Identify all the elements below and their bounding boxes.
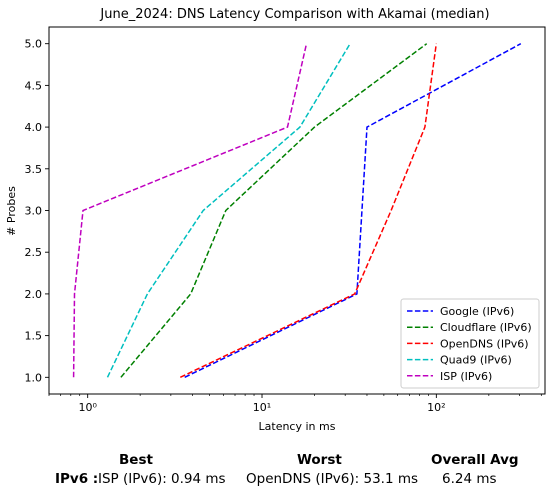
legend-entry: ISP (IPv6) — [440, 370, 492, 383]
chart-title: June_2024: DNS Latency Comparison with A… — [99, 7, 489, 22]
overall-avg-value: 6.24 ms — [442, 471, 497, 487]
y-axis: 1.0 1.5 2.0 2.5 3.0 3.5 4.0 4.5 5.0 — [25, 38, 49, 384]
ipv6-row-label: IPv6 : — [55, 471, 99, 487]
y-tick-label: 2.5 — [25, 246, 43, 259]
y-tick-label: 5.0 — [25, 38, 43, 51]
x-axis-label: Latency in ms — [259, 420, 336, 433]
plot-area — [72, 43, 522, 378]
legend-entry: Cloudflare (IPv6) — [440, 321, 532, 334]
best-value: ISP (IPv6): 0.94 ms — [98, 471, 226, 487]
x-tick-label: 10¹ — [253, 401, 271, 414]
dns-latency-chart: June_2024: DNS Latency Comparison with A… — [5, 7, 546, 433]
legend-entry: Google (IPv6) — [440, 305, 514, 318]
x-tick-label: 10² — [427, 401, 445, 414]
y-tick-label: 1.0 — [25, 371, 43, 384]
y-tick-label: 2.0 — [25, 288, 43, 301]
legend-entry: OpenDNS (IPv6) — [440, 337, 529, 350]
y-tick-label: 4.0 — [25, 121, 43, 134]
series-line-3 — [106, 43, 351, 378]
y-tick-label: 3.0 — [25, 205, 43, 218]
summary-table: Best Worst Overall Avg IPv6 : ISP (IPv6)… — [0, 448, 551, 496]
legend-box — [400, 298, 540, 389]
series-line-1 — [120, 43, 428, 378]
x-tick-label: 10⁰ — [78, 401, 97, 414]
worst-value: OpenDNS (IPv6): 53.1 ms — [246, 471, 419, 487]
y-tick-label: 4.5 — [25, 79, 43, 92]
series-line-0 — [184, 43, 522, 378]
y-tick-label: 1.5 — [25, 330, 43, 343]
best-header: Best — [119, 452, 153, 468]
y-tick-label: 3.5 — [25, 163, 43, 176]
series-line-4 — [72, 43, 308, 378]
series-line-2 — [179, 43, 438, 378]
overall-avg-header: Overall Avg — [431, 452, 519, 468]
x-axis: 10⁰ 10¹ 10² — [48, 394, 542, 414]
legend-entry: Quad9 (IPv6) — [440, 354, 512, 367]
legend: Google (IPv6) Cloudflare (IPv6) OpenDNS (I… — [400, 298, 540, 389]
worst-header: Worst — [297, 452, 342, 468]
y-axis-label: # Probes — [5, 186, 18, 236]
